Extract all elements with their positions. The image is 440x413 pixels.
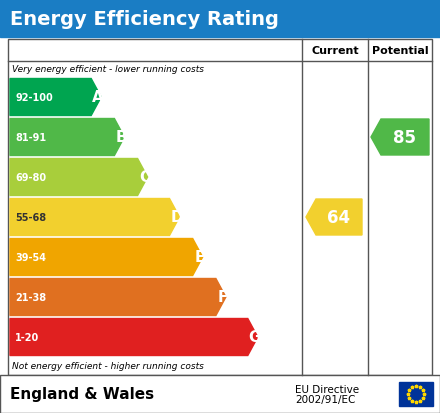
Text: A: A <box>92 90 104 105</box>
Text: 69-80: 69-80 <box>15 173 46 183</box>
Polygon shape <box>10 199 180 236</box>
Text: 92-100: 92-100 <box>15 93 53 103</box>
Text: 55-68: 55-68 <box>15 212 46 223</box>
Text: 1-20: 1-20 <box>15 332 39 342</box>
Text: 81-91: 81-91 <box>15 133 46 142</box>
Bar <box>399 382 433 406</box>
Text: G: G <box>249 330 261 345</box>
Text: England & Wales: England & Wales <box>10 387 154 401</box>
Text: Energy Efficiency Rating: Energy Efficiency Rating <box>10 9 279 28</box>
Polygon shape <box>10 239 203 276</box>
Text: F: F <box>218 290 228 305</box>
Bar <box>0 375 440 413</box>
Polygon shape <box>306 199 362 235</box>
Bar <box>0 0 440 38</box>
Text: C: C <box>139 170 150 185</box>
Polygon shape <box>10 119 125 156</box>
Text: Not energy efficient - higher running costs: Not energy efficient - higher running co… <box>12 362 204 370</box>
Text: Very energy efficient - lower running costs: Very energy efficient - lower running co… <box>12 65 204 74</box>
Polygon shape <box>10 79 101 116</box>
Text: B: B <box>116 130 127 145</box>
Text: Current: Current <box>311 46 359 56</box>
Text: 64: 64 <box>327 209 351 226</box>
Polygon shape <box>10 279 226 316</box>
Text: EU Directive: EU Directive <box>295 384 359 394</box>
Text: D: D <box>170 210 183 225</box>
Text: 21-38: 21-38 <box>15 292 46 302</box>
Text: 2002/91/EC: 2002/91/EC <box>295 394 356 404</box>
Polygon shape <box>10 159 147 196</box>
Text: 39-54: 39-54 <box>15 252 46 262</box>
Text: E: E <box>194 250 205 265</box>
Bar <box>8 40 432 375</box>
Polygon shape <box>371 120 429 156</box>
Polygon shape <box>10 319 258 356</box>
Text: Potential: Potential <box>372 46 428 56</box>
Text: 85: 85 <box>393 129 417 147</box>
